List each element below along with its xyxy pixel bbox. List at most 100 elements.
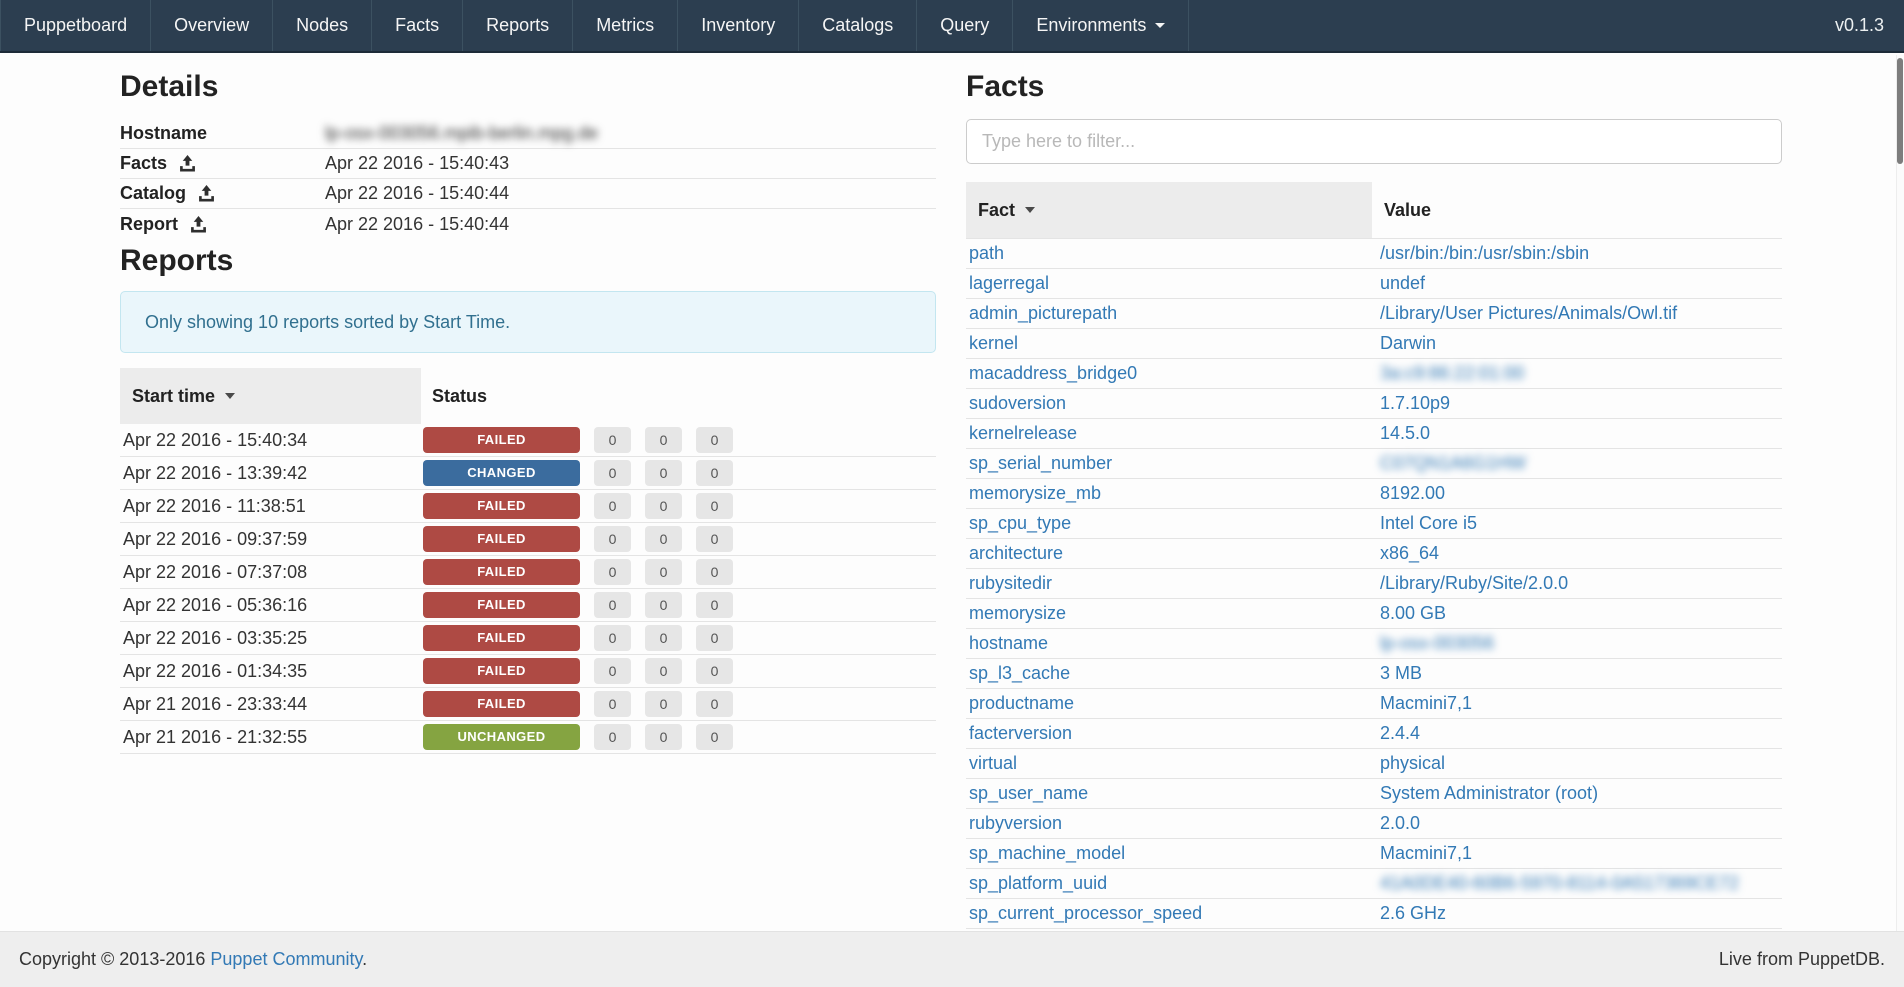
fact-name-cell: architecture: [966, 543, 1372, 564]
fact-name-link[interactable]: lagerregal: [969, 273, 1050, 293]
reports-title: Reports: [120, 244, 234, 277]
fact-row: sp_user_name System Administrator (root): [966, 779, 1782, 809]
fact-name-link[interactable]: sp_serial_number: [969, 453, 1113, 473]
fact-value-link[interactable]: C07QN1A6G1HW: [1380, 453, 1527, 473]
fact-name-link[interactable]: facterversion: [969, 723, 1073, 743]
fact-name-cell: sp_user_name: [966, 783, 1372, 804]
fact-value-link[interactable]: 8192.00: [1380, 483, 1446, 503]
fact-name-link[interactable]: memorysize_mb: [969, 483, 1102, 503]
fact-name-link[interactable]: virtual: [969, 753, 1018, 773]
fact-value-link[interactable]: 3a:c9:86:22:01:00: [1380, 363, 1525, 383]
fact-row: rubyversion 2.0.0: [966, 809, 1782, 839]
report-status-cell: FAILED 0 0 0: [421, 625, 747, 651]
count-pill: 0: [645, 493, 682, 519]
fact-value-link[interactable]: Intel Core i5: [1380, 513, 1478, 533]
fact-value-link[interactable]: undef: [1380, 273, 1426, 293]
fact-name-link[interactable]: architecture: [969, 543, 1064, 563]
fact-name-link[interactable]: kernel: [969, 333, 1019, 353]
fact-name-link[interactable]: memorysize: [969, 603, 1067, 623]
main-content: Details Hostname lp-osx-003056.mpib-berli…: [0, 53, 1904, 929]
nav-item-metrics[interactable]: Metrics: [573, 0, 679, 51]
fact-row: sp_cpu_type Intel Core i5: [966, 509, 1782, 539]
facts-filter-input[interactable]: [966, 119, 1782, 164]
scrollbar-thumb[interactable]: [1897, 58, 1903, 164]
nav-item-query[interactable]: Query: [917, 0, 1014, 51]
nav-item-reports[interactable]: Reports: [463, 0, 574, 51]
fact-value-link[interactable]: /Library/Ruby/Site/2.0.0: [1380, 573, 1569, 593]
fact-value-cell: Darwin: [1372, 333, 1436, 354]
nav-item-environments-label: Environments: [1036, 15, 1147, 35]
count-pill: 0: [645, 724, 682, 750]
fact-name-link[interactable]: hostname: [969, 633, 1049, 653]
report-start-time: Apr 22 2016 - 15:40:34: [123, 429, 308, 450]
fact-name-link[interactable]: path: [969, 243, 1005, 263]
nav-item-nodes[interactable]: Nodes: [273, 0, 373, 51]
details-row-label: Hostname: [120, 123, 325, 144]
nav-item-inventory[interactable]: Inventory: [678, 0, 800, 51]
fact-value-link[interactable]: 3 MB: [1380, 663, 1423, 683]
report-status-cell: FAILED 0 0 0: [421, 691, 747, 717]
upload-icon[interactable]: [190, 215, 207, 233]
fact-name-link[interactable]: rubysitedir: [969, 573, 1053, 593]
column-header-fact[interactable]: Fact: [966, 182, 1372, 238]
report-start-time: Apr 22 2016 - 01:34:35: [123, 660, 308, 681]
fact-name-link[interactable]: admin_picturepath: [969, 303, 1118, 323]
fact-value-link[interactable]: 1.7.10p9: [1380, 393, 1451, 413]
puppet-community-link[interactable]: Puppet Community: [210, 949, 363, 969]
fact-name-link[interactable]: macaddress_bridge0: [969, 363, 1138, 383]
facts-table-header: Fact Value: [966, 182, 1782, 239]
upload-icon[interactable]: [179, 155, 196, 172]
count-pill: 0: [594, 592, 631, 618]
scrollbar-track[interactable]: [1896, 55, 1904, 931]
fact-value-link[interactable]: 2.0.0: [1380, 813, 1421, 833]
fact-name-link[interactable]: sp_current_processor_speed: [969, 903, 1203, 923]
fact-name-link[interactable]: sp_user_name: [969, 783, 1089, 803]
report-status-cell: UNCHANGED 0 0 0: [421, 724, 747, 750]
fact-value-link[interactable]: Macmini7,1: [1380, 843, 1473, 863]
navbar-brand[interactable]: Puppetboard: [0, 0, 152, 51]
fact-name-link[interactable]: sp_l3_cache: [969, 663, 1071, 683]
fact-value-cell: lp-osx-003056: [1372, 633, 1494, 654]
fact-row: architecture x86_64: [966, 539, 1782, 569]
fact-name-cell: sp_current_processor_speed: [966, 903, 1372, 924]
fact-name-link[interactable]: sp_cpu_type: [969, 513, 1072, 533]
fact-value-cell: /Library/User Pictures/Animals/Owl.tif: [1372, 303, 1677, 324]
fact-value-link[interactable]: 8.00 GB: [1380, 603, 1447, 623]
fact-value-link[interactable]: /usr/bin:/bin:/usr/sbin:/sbin: [1380, 243, 1590, 263]
fact-value-link[interactable]: physical: [1380, 753, 1446, 773]
fact-value-cell: x86_64: [1372, 543, 1439, 564]
fact-value-link[interactable]: 2.4.4: [1380, 723, 1421, 743]
fact-value-link[interactable]: 2.6 GHz: [1380, 903, 1447, 923]
nav-item-environments[interactable]: Environments: [1013, 0, 1190, 51]
fact-value-link[interactable]: Macmini7,1: [1380, 693, 1473, 713]
fact-value-link[interactable]: System Administrator (root): [1380, 783, 1599, 803]
nav-item-catalogs[interactable]: Catalogs: [799, 0, 918, 51]
count-pill: 0: [696, 724, 733, 750]
fact-name-cell: productname: [966, 693, 1372, 714]
nav-item-facts[interactable]: Facts: [372, 0, 464, 51]
nav-item-overview[interactable]: Overview: [151, 0, 274, 51]
fact-value-link[interactable]: lp-osx-003056: [1380, 633, 1495, 653]
status-badge: FAILED: [423, 493, 580, 519]
fact-name-cell: rubyversion: [966, 813, 1372, 834]
fact-value-link[interactable]: Darwin: [1380, 333, 1437, 353]
fact-value-link[interactable]: 41A0DE40-60B6-5970-8114-0A517369CE72: [1380, 873, 1739, 893]
fact-name-link[interactable]: kernelrelease: [969, 423, 1078, 443]
fact-row: rubysitedir/Library/Ruby/Site/2.0.0: [966, 569, 1782, 599]
report-row: Apr 22 2016 - 15:40:34 FAILED 0 0 0: [120, 424, 936, 457]
upload-icon[interactable]: [198, 185, 215, 202]
version-label: v0.1.3: [1834, 15, 1884, 35]
fact-value-link[interactable]: /Library/User Pictures/Animals/Owl.tif: [1380, 303, 1678, 323]
fact-name-link[interactable]: sp_machine_model: [969, 843, 1126, 863]
fact-name-link[interactable]: rubyversion: [969, 813, 1063, 833]
fact-name-link[interactable]: productname: [969, 693, 1075, 713]
fact-value-link[interactable]: x86_64: [1380, 543, 1440, 563]
fact-value-link[interactable]: 14.5.0: [1380, 423, 1431, 443]
details-row: Facts Apr 22 2016 - 15:40:43: [120, 149, 936, 179]
fact-row: kernel Darwin: [966, 329, 1782, 359]
fact-name-link[interactable]: sudoversion: [969, 393, 1067, 413]
fact-name-link[interactable]: sp_platform_uuid: [969, 873, 1108, 893]
column-header-start-time[interactable]: Start time: [120, 368, 421, 424]
count-pill: 0: [645, 658, 682, 684]
report-row: Apr 22 2016 - 11:38:51 FAILED 0 0 0: [120, 490, 936, 523]
